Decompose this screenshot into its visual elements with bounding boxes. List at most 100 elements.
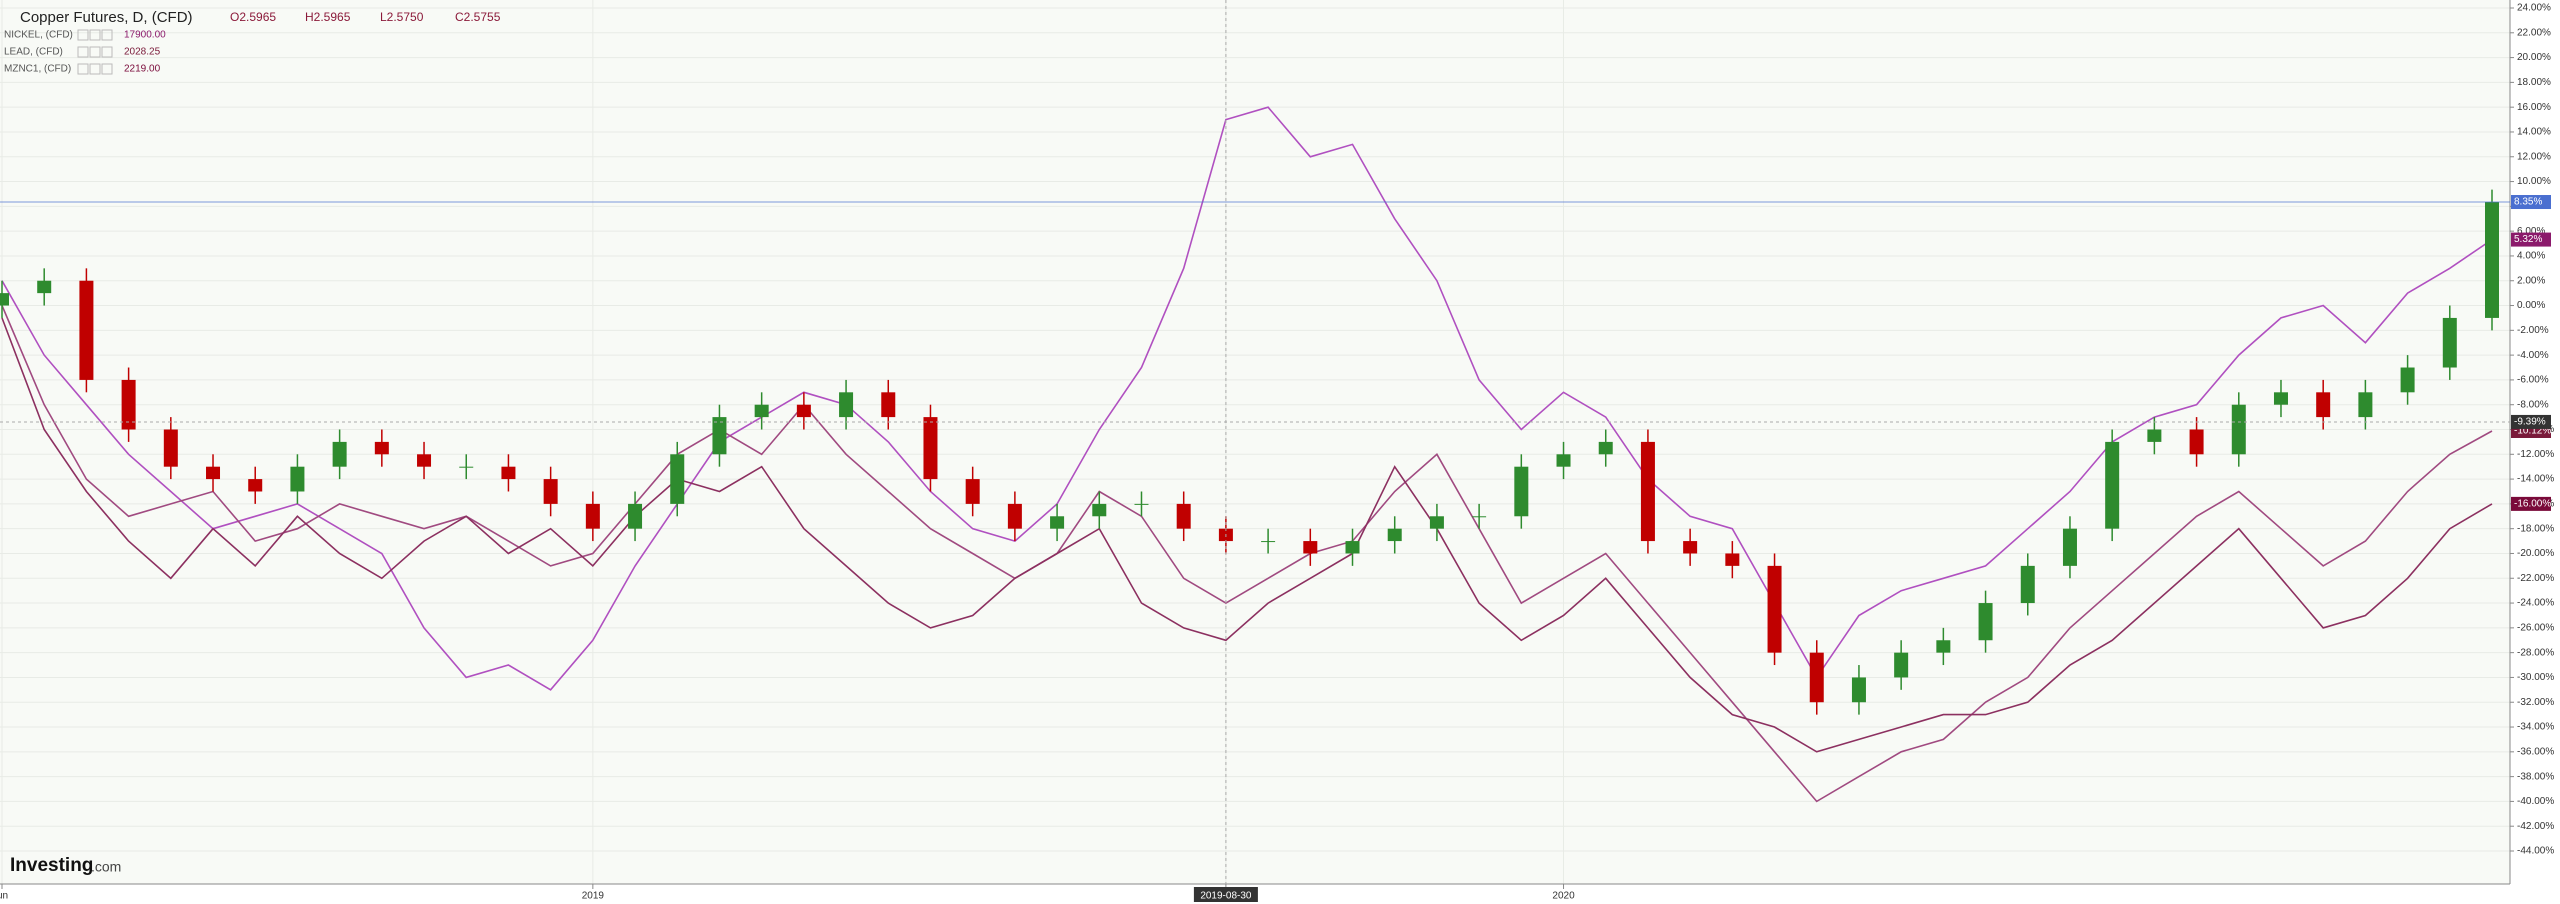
- y-tick-label: -4.00%: [2517, 350, 2549, 361]
- y-tick-label: 22.00%: [2517, 27, 2551, 38]
- candle-body: [501, 466, 516, 480]
- candle-body: [290, 466, 305, 492]
- legend-button[interactable]: [77, 63, 89, 75]
- candle-body: [248, 479, 263, 492]
- candle-body: [2316, 392, 2331, 418]
- candle-body: [796, 404, 811, 418]
- series-line: [1, 317, 2493, 753]
- y-tick-label: 16.00%: [2517, 102, 2551, 113]
- y-tick-label: 18.00%: [2517, 77, 2551, 88]
- candle-body: [754, 404, 769, 418]
- candle-body: [1303, 541, 1318, 554]
- candle-body: [1725, 553, 1740, 566]
- candle-body: [670, 454, 685, 504]
- x-tick-label: 2020: [1552, 891, 1575, 902]
- candle-body: [121, 379, 136, 430]
- ohlc-value: C2.5755: [455, 10, 501, 24]
- candle-body: [332, 441, 347, 467]
- candle-body: [1429, 516, 1444, 529]
- candle-body: [163, 429, 178, 467]
- series-end-tag: 5.32%: [2514, 234, 2542, 245]
- candle-body: [628, 503, 643, 529]
- y-tick-label: -2.00%: [2517, 325, 2549, 336]
- candle-body: [2400, 367, 2415, 393]
- candle-body: [1134, 503, 1149, 505]
- y-tick-label: -38.00%: [2517, 771, 2554, 782]
- candle-body: [2231, 404, 2246, 455]
- candle-body: [459, 466, 474, 468]
- candle-body: [1851, 677, 1866, 703]
- y-tick-label: -12.00%: [2517, 449, 2554, 460]
- legend-button[interactable]: [89, 63, 101, 75]
- candle-body: [1556, 454, 1571, 467]
- marks: [0, 106, 2499, 803]
- candle-body: [1092, 503, 1107, 517]
- series-end-tag: -16.00%: [2514, 499, 2551, 510]
- series-line: [1, 305, 2493, 803]
- x-tick-label: Jun: [0, 891, 8, 902]
- y-tick-label: -8.00%: [2517, 399, 2549, 410]
- candle-body: [2105, 441, 2120, 529]
- legend-button[interactable]: [89, 46, 101, 58]
- candle-body: [1978, 603, 1993, 641]
- series-line: [1, 106, 2493, 691]
- legend-button[interactable]: [89, 29, 101, 41]
- crosshair-tag-bg: [2511, 414, 2551, 429]
- candle-body: [2189, 429, 2204, 455]
- crosshair-tag: -9.39%: [2514, 417, 2546, 428]
- legend-button[interactable]: [77, 29, 89, 41]
- y-tick-label: -28.00%: [2517, 647, 2554, 658]
- series-end-tag: -10.12%: [2514, 426, 2551, 437]
- y-tick-label: 2.00%: [2517, 275, 2545, 286]
- y-tick-label: -30.00%: [2517, 672, 2554, 683]
- candle-body: [923, 417, 938, 480]
- candle-body: [1640, 441, 1655, 542]
- y-tick-label: -40.00%: [2517, 796, 2554, 807]
- y-tick-label: -34.00%: [2517, 722, 2554, 733]
- candle-body: [1387, 528, 1402, 542]
- y-tick-label: 20.00%: [2517, 52, 2551, 63]
- candle-body: [1809, 652, 1824, 703]
- candle-body: [1007, 503, 1022, 529]
- x-tick-label: 2019: [582, 891, 605, 902]
- candle-body: [1176, 503, 1191, 529]
- y-tick-label: -44.00%: [2517, 846, 2554, 857]
- legend-button[interactable]: [101, 46, 113, 58]
- legend: NICKEL, (CFD) 17900.00 LEAD, (CFD) 2028.25 M…: [4, 29, 166, 75]
- candle-body: [1894, 652, 1909, 678]
- y-tick-label: -24.00%: [2517, 598, 2554, 609]
- candle-body: [1936, 640, 1951, 653]
- y-tick-label: 4.00%: [2517, 251, 2545, 262]
- main-end-tag-bg: [2511, 195, 2551, 210]
- candle-body: [2358, 392, 2373, 418]
- candle-body: [1514, 466, 1529, 517]
- legend-button[interactable]: [77, 46, 89, 58]
- legend-button[interactable]: [101, 29, 113, 41]
- series-end-tag-bg: [2511, 496, 2551, 511]
- y-tick-label: -20.00%: [2517, 548, 2554, 559]
- candle-body: [1767, 565, 1782, 653]
- y-tick-label: -18.00%: [2517, 523, 2554, 534]
- chart-title: Copper Futures, D, (CFD): [20, 9, 193, 26]
- candle-body: [712, 417, 727, 455]
- candle-body: [1261, 541, 1276, 543]
- ohlc-readout: O2.5965 H2.5965 L2.5750 C2.5755: [230, 10, 501, 24]
- candle-body: [2442, 317, 2457, 368]
- y-tick-label: 24.00%: [2517, 3, 2551, 14]
- x-tick-label: 2019-08-30: [1200, 891, 1252, 902]
- series-end-tag-bg: [2511, 232, 2551, 247]
- legend-button[interactable]: [101, 63, 113, 75]
- y-tick-label: 12.00%: [2517, 151, 2551, 162]
- candle-body: [1683, 541, 1698, 554]
- y-tick-label: -36.00%: [2517, 746, 2554, 757]
- candle-body: [2485, 202, 2499, 318]
- y-tick-label: -42.00%: [2517, 821, 2554, 832]
- legend-name: NICKEL, (CFD): [4, 30, 73, 41]
- grid: [0, 0, 2510, 884]
- candle-body: [2273, 392, 2288, 405]
- candle-body: [206, 466, 221, 480]
- y-tick-label: 0.00%: [2517, 300, 2545, 311]
- candle-body: [0, 293, 9, 306]
- y-tick-label: 6.00%: [2517, 226, 2545, 237]
